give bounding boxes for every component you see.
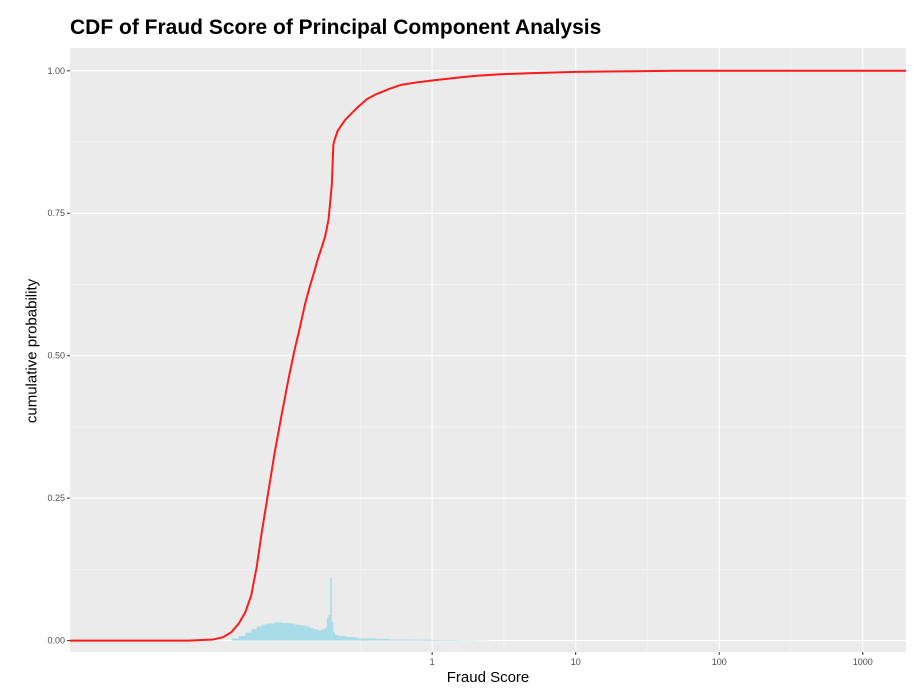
plot-panel: [70, 48, 906, 652]
x-axis-label: Fraud Score: [446, 669, 530, 686]
x-tick-label: 1000: [853, 657, 873, 667]
x-tick-label: 100: [712, 657, 727, 667]
histogram-area: [223, 577, 490, 641]
y-tick-label: 0.00: [47, 636, 65, 646]
minor-gridlines: [70, 48, 906, 652]
axis-ticks: 1 10 100 1000 0.00 0.25 0.50 0.75 1.00: [47, 66, 872, 667]
chart-title: CDF of Fraud Score of Principal Componen…: [70, 16, 602, 39]
x-tick-label: 1: [430, 657, 435, 667]
cdf-line: [70, 69, 906, 642]
data-marks: [70, 69, 906, 642]
y-tick-label: 1.00: [47, 66, 65, 76]
y-tick-label: 0.25: [47, 493, 65, 503]
x-tick-label: 10: [571, 657, 581, 667]
y-tick-label: 0.50: [47, 351, 65, 361]
y-tick-label: 0.75: [47, 208, 65, 218]
